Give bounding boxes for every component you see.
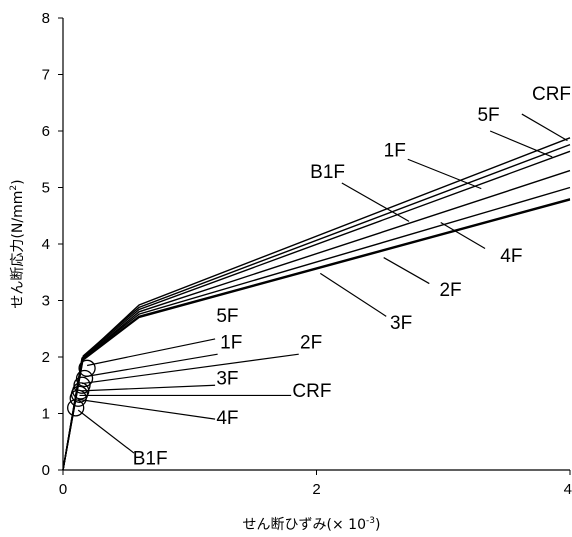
x-axis-title-base: 10 (344, 517, 366, 533)
series-label-5f: 5F (477, 105, 499, 126)
yield-label-3f: 3F (216, 369, 238, 390)
y-tick-label: 6 (42, 123, 50, 140)
yield-label-b1f: B1F (133, 448, 168, 469)
y-tick-label: 7 (42, 67, 50, 84)
y-tick-label: 5 (42, 180, 50, 197)
series-labels: CRF 5F 1F B1F 4F 2F 3F 5F 1F 2F 3F CRF 4F B1F (133, 84, 571, 469)
yield-leader-3f (80, 384, 216, 392)
series-line-b1f (62, 169, 571, 471)
x-axis-title-close: ) (375, 517, 380, 533)
yield-label-crf: CRF (292, 381, 331, 402)
y-tick-label: 1 (42, 406, 50, 423)
y-axis-title-close: ) (10, 179, 26, 184)
y-tick-label: 4 (42, 236, 50, 253)
series-leader-crf (521, 113, 568, 142)
y-axis-title: せん断応力(N/mm2) (9, 179, 26, 308)
series-line-crf (62, 137, 571, 471)
x-ticks: 0 2 4 (59, 470, 572, 498)
series-line-1f (62, 150, 571, 471)
x-tick-label: 2 (312, 481, 320, 498)
yield-marker-b1f (67, 399, 85, 417)
yield-label-5f: 5F (216, 306, 238, 327)
yield-point-markers (67, 359, 96, 417)
series-label-2f: 2F (439, 280, 461, 301)
y-tick-label: 2 (42, 349, 50, 366)
x-axis-title: せん断ひずみ(× 10-3) (243, 516, 381, 533)
series-label-1f: 1F (384, 140, 406, 161)
yield-leader-b1f (77, 409, 135, 454)
series-line-4f (62, 186, 571, 471)
series-leader-b1f (341, 182, 410, 222)
axes: 0 1 2 3 4 5 6 7 8 0 2 4 (42, 10, 572, 498)
series-leader-4f (440, 222, 486, 250)
yield-leader-4f (78, 398, 216, 420)
y-tick-label: 0 (42, 462, 50, 479)
plot-area: CRF 5F 1F B1F 4F 2F 3F 5F 1F 2F 3F CRF 4F B1F (62, 84, 571, 471)
series-leader-5f (489, 130, 553, 158)
yield-leader-2f (81, 353, 299, 385)
yield-marker-4f (69, 389, 87, 407)
label-leader-lines (77, 113, 568, 454)
yield-leader-1f (84, 353, 218, 378)
y-tick-label: 3 (42, 293, 50, 310)
y-axis-title-exponent: 2 (9, 185, 19, 191)
series-lines (62, 137, 571, 471)
yield-marker-2f (73, 376, 91, 394)
x-axis-title-exponent: -3 (366, 516, 375, 526)
series-leader-2f (383, 257, 430, 285)
y-ticks: 0 1 2 3 4 5 6 7 8 (42, 10, 63, 479)
series-leader-1f (407, 158, 482, 190)
yield-label-4f: 4F (216, 408, 238, 429)
series-label-b1f: B1F (310, 162, 345, 183)
x-axis-title-multiply: × (332, 517, 344, 533)
y-tick-label: 8 (42, 10, 50, 27)
y-axis-title-main: せん断応力(N/mm (10, 191, 26, 309)
series-label-3f: 3F (390, 313, 412, 334)
x-axis-title-main: せん断ひずみ( (243, 517, 332, 533)
series-line-5f (62, 143, 571, 471)
series-label-4f: 4F (500, 246, 522, 267)
yield-label-1f: 1F (220, 333, 242, 354)
x-tick-label: 4 (564, 481, 572, 498)
yield-marker-1f (75, 369, 94, 388)
series-leader-3f (319, 272, 387, 317)
x-tick-label: 0 (59, 481, 67, 498)
series-label-crf: CRF (532, 84, 571, 105)
yield-leader-5f (86, 338, 216, 367)
yield-label-2f: 2F (300, 333, 322, 354)
